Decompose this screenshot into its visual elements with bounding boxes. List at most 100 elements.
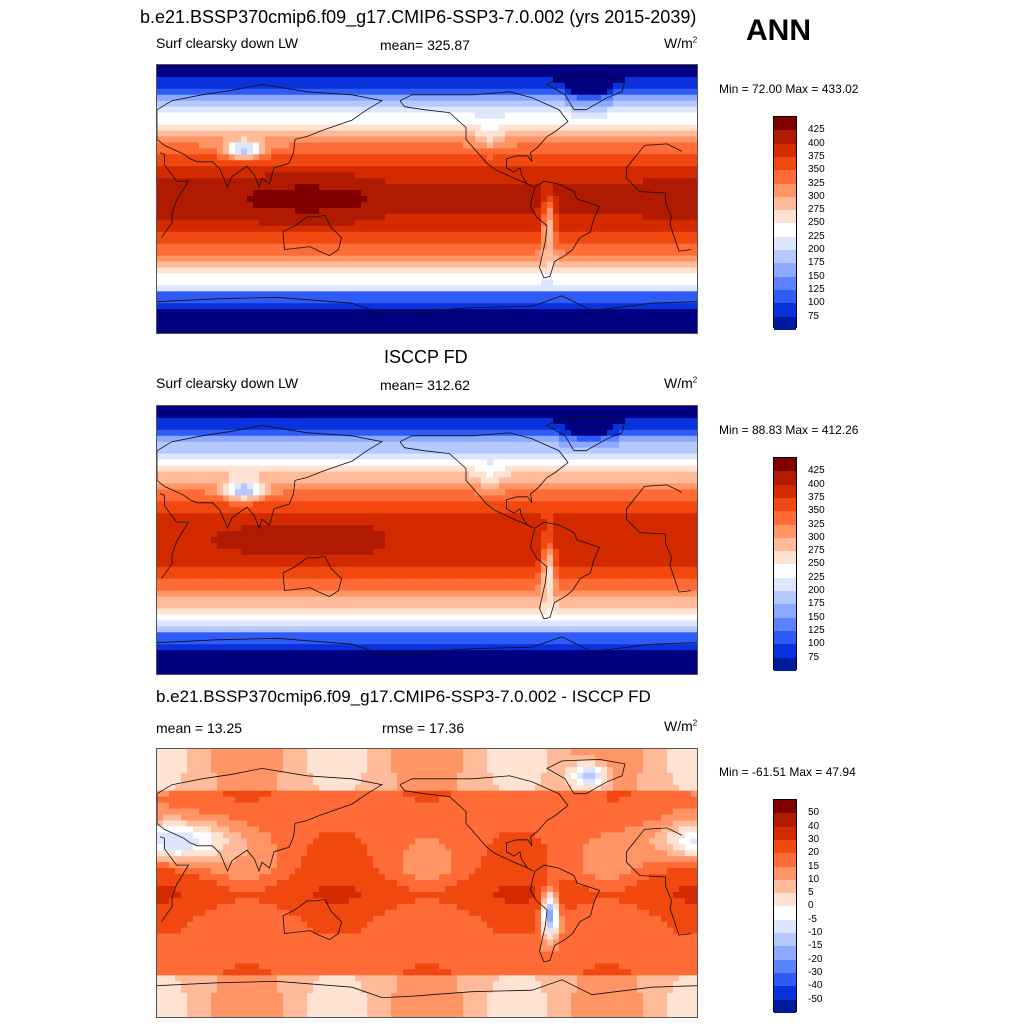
map-cell: [691, 130, 697, 138]
map-cell: [163, 160, 170, 167]
map-cell: [247, 130, 254, 138]
map-cell: [511, 417, 518, 425]
map-cell: [313, 207, 320, 215]
map-cell: [325, 70, 332, 78]
map-cell: [439, 106, 446, 114]
map-cell: [475, 429, 482, 437]
map-cell: [451, 118, 458, 126]
map-cell: [181, 160, 188, 167]
map-cell: [301, 178, 308, 185]
map-cell: [691, 142, 697, 149]
map-cell: [427, 201, 434, 209]
map-cell: [661, 321, 668, 328]
map-cell: [247, 291, 254, 298]
map-cell: [583, 255, 590, 263]
map-cell: [667, 255, 674, 263]
map-cell: [469, 225, 476, 233]
map-cell: [319, 279, 326, 286]
map-cell: [583, 417, 590, 425]
map-cell: [163, 166, 170, 173]
map-cell: [205, 423, 212, 431]
map-cell: [595, 184, 602, 191]
map-cell: [463, 309, 470, 316]
map-cell: [397, 190, 404, 197]
map-cell: [667, 178, 674, 185]
map-cell: [673, 172, 680, 179]
map-cell: [211, 201, 218, 209]
map-cell: [295, 65, 302, 72]
map-cell: [619, 291, 626, 298]
map-cell: [277, 291, 284, 298]
map-cell: [391, 136, 398, 144]
map-cell: [547, 243, 554, 251]
map-cell: [313, 148, 320, 155]
map-cell: [499, 94, 506, 102]
map-cell: [619, 166, 626, 173]
map-cell: [499, 459, 506, 467]
map-cell: [637, 154, 644, 161]
map-cell: [583, 213, 590, 221]
map-cell: [613, 429, 620, 437]
map-cell: [559, 94, 566, 102]
map-cell: [583, 273, 590, 280]
map-cell: [289, 213, 296, 221]
map-cell: [427, 459, 434, 467]
colorbar-cell: [774, 303, 796, 317]
map-cell: [547, 309, 554, 316]
map-cell: [631, 142, 638, 149]
panel1-units: W/m2: [664, 35, 698, 51]
map-cell: [685, 124, 692, 132]
map-cell: [673, 178, 680, 185]
map-cell: [301, 160, 308, 167]
map-cell: [643, 184, 650, 191]
map-cell: [361, 249, 368, 257]
map-cell: [259, 88, 266, 96]
map-cell: [313, 190, 320, 197]
map-cell: [481, 82, 488, 90]
map-cell: [235, 321, 242, 328]
map-cell: [547, 130, 554, 138]
map-cell: [685, 327, 692, 333]
map-cell: [457, 172, 464, 179]
map-cell: [241, 459, 248, 467]
map-cell: [595, 70, 602, 78]
map-cell: [313, 291, 320, 298]
map-cell: [691, 321, 697, 328]
map-cell: [517, 453, 524, 461]
map-cell: [325, 82, 332, 90]
map-cell: [175, 142, 182, 149]
map-cell: [529, 88, 536, 96]
map-cell: [193, 321, 200, 328]
map-cell: [511, 225, 518, 233]
map-cell: [307, 273, 314, 280]
map-cell: [619, 315, 626, 322]
map-cell: [163, 207, 170, 215]
map-cell: [175, 82, 182, 90]
map-cell: [307, 118, 314, 126]
map-cell: [625, 142, 632, 149]
map-cell: [205, 303, 212, 310]
map-cell: [649, 118, 656, 126]
map-cell: [229, 327, 236, 333]
map-cell: [265, 213, 272, 221]
map-cell: [433, 417, 440, 425]
map-cell: [445, 82, 452, 90]
map-cell: [649, 453, 656, 461]
map-cell: [565, 136, 572, 144]
map-cell: [217, 309, 224, 316]
map-cell: [175, 309, 182, 316]
map-cell: [421, 429, 428, 437]
map-cell: [577, 219, 584, 227]
map-cell: [583, 148, 590, 155]
map-cell: [181, 249, 188, 257]
map-cell: [337, 249, 344, 257]
map-cell: [649, 184, 656, 191]
map-cell: [463, 142, 470, 149]
map-cell: [577, 255, 584, 263]
map-cell: [385, 82, 392, 90]
map-cell: [565, 267, 572, 275]
map-cell: [247, 285, 254, 292]
colorbar-tick-label: 375: [808, 150, 825, 162]
map-cell: [169, 184, 176, 191]
map-cell: [415, 88, 422, 96]
